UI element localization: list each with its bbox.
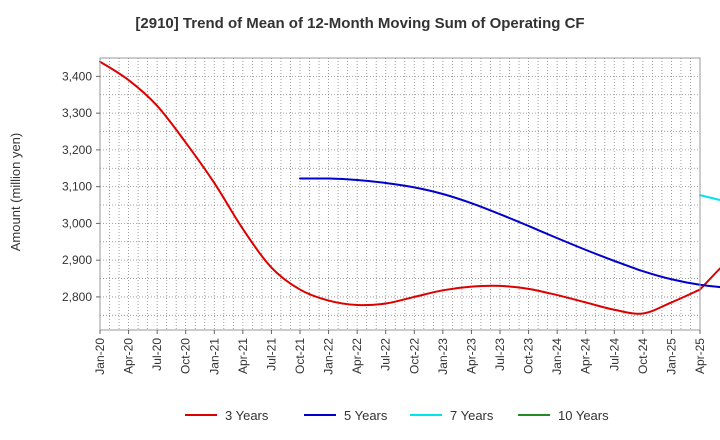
series-line-5-years xyxy=(299,177,720,289)
legend-label: 7 Years xyxy=(450,408,494,423)
grid xyxy=(99,57,701,330)
x-tick-label: Jan-21 xyxy=(207,338,221,375)
legend-label: 10 Years xyxy=(558,408,609,423)
y-tick-label: 3,300 xyxy=(62,106,92,120)
plot-frame xyxy=(99,57,701,331)
x-tick-label: Jan-20 xyxy=(93,338,107,375)
y-tick-label: 3,000 xyxy=(62,216,92,230)
legend-item-3-years: 3 Years xyxy=(185,408,269,423)
series-line-7-years xyxy=(699,194,720,202)
x-tick-label: Apr-25 xyxy=(693,338,707,374)
x-tick-label: Oct-23 xyxy=(522,338,536,374)
x-tick-label: Oct-24 xyxy=(636,338,650,374)
y-tick-label: 2,900 xyxy=(62,253,92,267)
x-tick-label: Jul-23 xyxy=(493,338,507,371)
x-tick-label: Apr-23 xyxy=(464,338,478,374)
legend-item-7-years: 7 Years xyxy=(410,408,494,423)
y-axis-label: Amount (million yen) xyxy=(8,133,23,252)
x-tick-label: Apr-24 xyxy=(579,338,593,374)
legend-item-10-years: 10 Years xyxy=(518,408,609,423)
x-tick-label: Jul-21 xyxy=(264,338,278,371)
x-tick-label: Jan-24 xyxy=(550,338,564,375)
x-tick-label: Apr-20 xyxy=(122,338,136,374)
x-tick-label: Oct-20 xyxy=(179,338,193,374)
y-tick-label: 2,800 xyxy=(62,290,92,304)
legend-label: 3 Years xyxy=(225,408,269,423)
y-tick-label: 3,200 xyxy=(62,143,92,157)
y-tick-label: 3,400 xyxy=(62,69,92,83)
x-tick-label: Jan-25 xyxy=(664,338,678,375)
legend-item-5-years: 5 Years xyxy=(304,408,388,423)
y-tick-label: 3,100 xyxy=(62,180,92,194)
series-line-3-years xyxy=(99,60,701,315)
x-tick-label: Oct-21 xyxy=(293,338,307,374)
x-tick-label: Jan-22 xyxy=(322,338,336,375)
x-axis: Jan-20 Apr-20 Jul-20 Oct-20 Jan-21 Apr-21 Jul-… xyxy=(93,330,707,375)
x-tick-label: Apr-22 xyxy=(350,338,364,374)
legend: 3 Years 5 Years 7 Years 10 Years xyxy=(185,408,609,423)
x-tick-label: Apr-21 xyxy=(236,338,250,374)
x-tick-label: Jul-24 xyxy=(607,338,621,371)
x-tick-label: Jul-22 xyxy=(379,338,393,371)
series-layer xyxy=(99,60,720,315)
x-tick-label: Jul-20 xyxy=(150,338,164,371)
legend-label: 5 Years xyxy=(344,408,388,423)
x-tick-label: Oct-22 xyxy=(407,338,421,374)
x-tick-label: Jan-23 xyxy=(436,338,450,375)
y-axis: 2,800 2,900 3,000 3,100 3,200 3,300 3,400 xyxy=(62,69,100,304)
chart-title: [2910] Trend of Mean of 12-Month Moving … xyxy=(135,15,584,32)
